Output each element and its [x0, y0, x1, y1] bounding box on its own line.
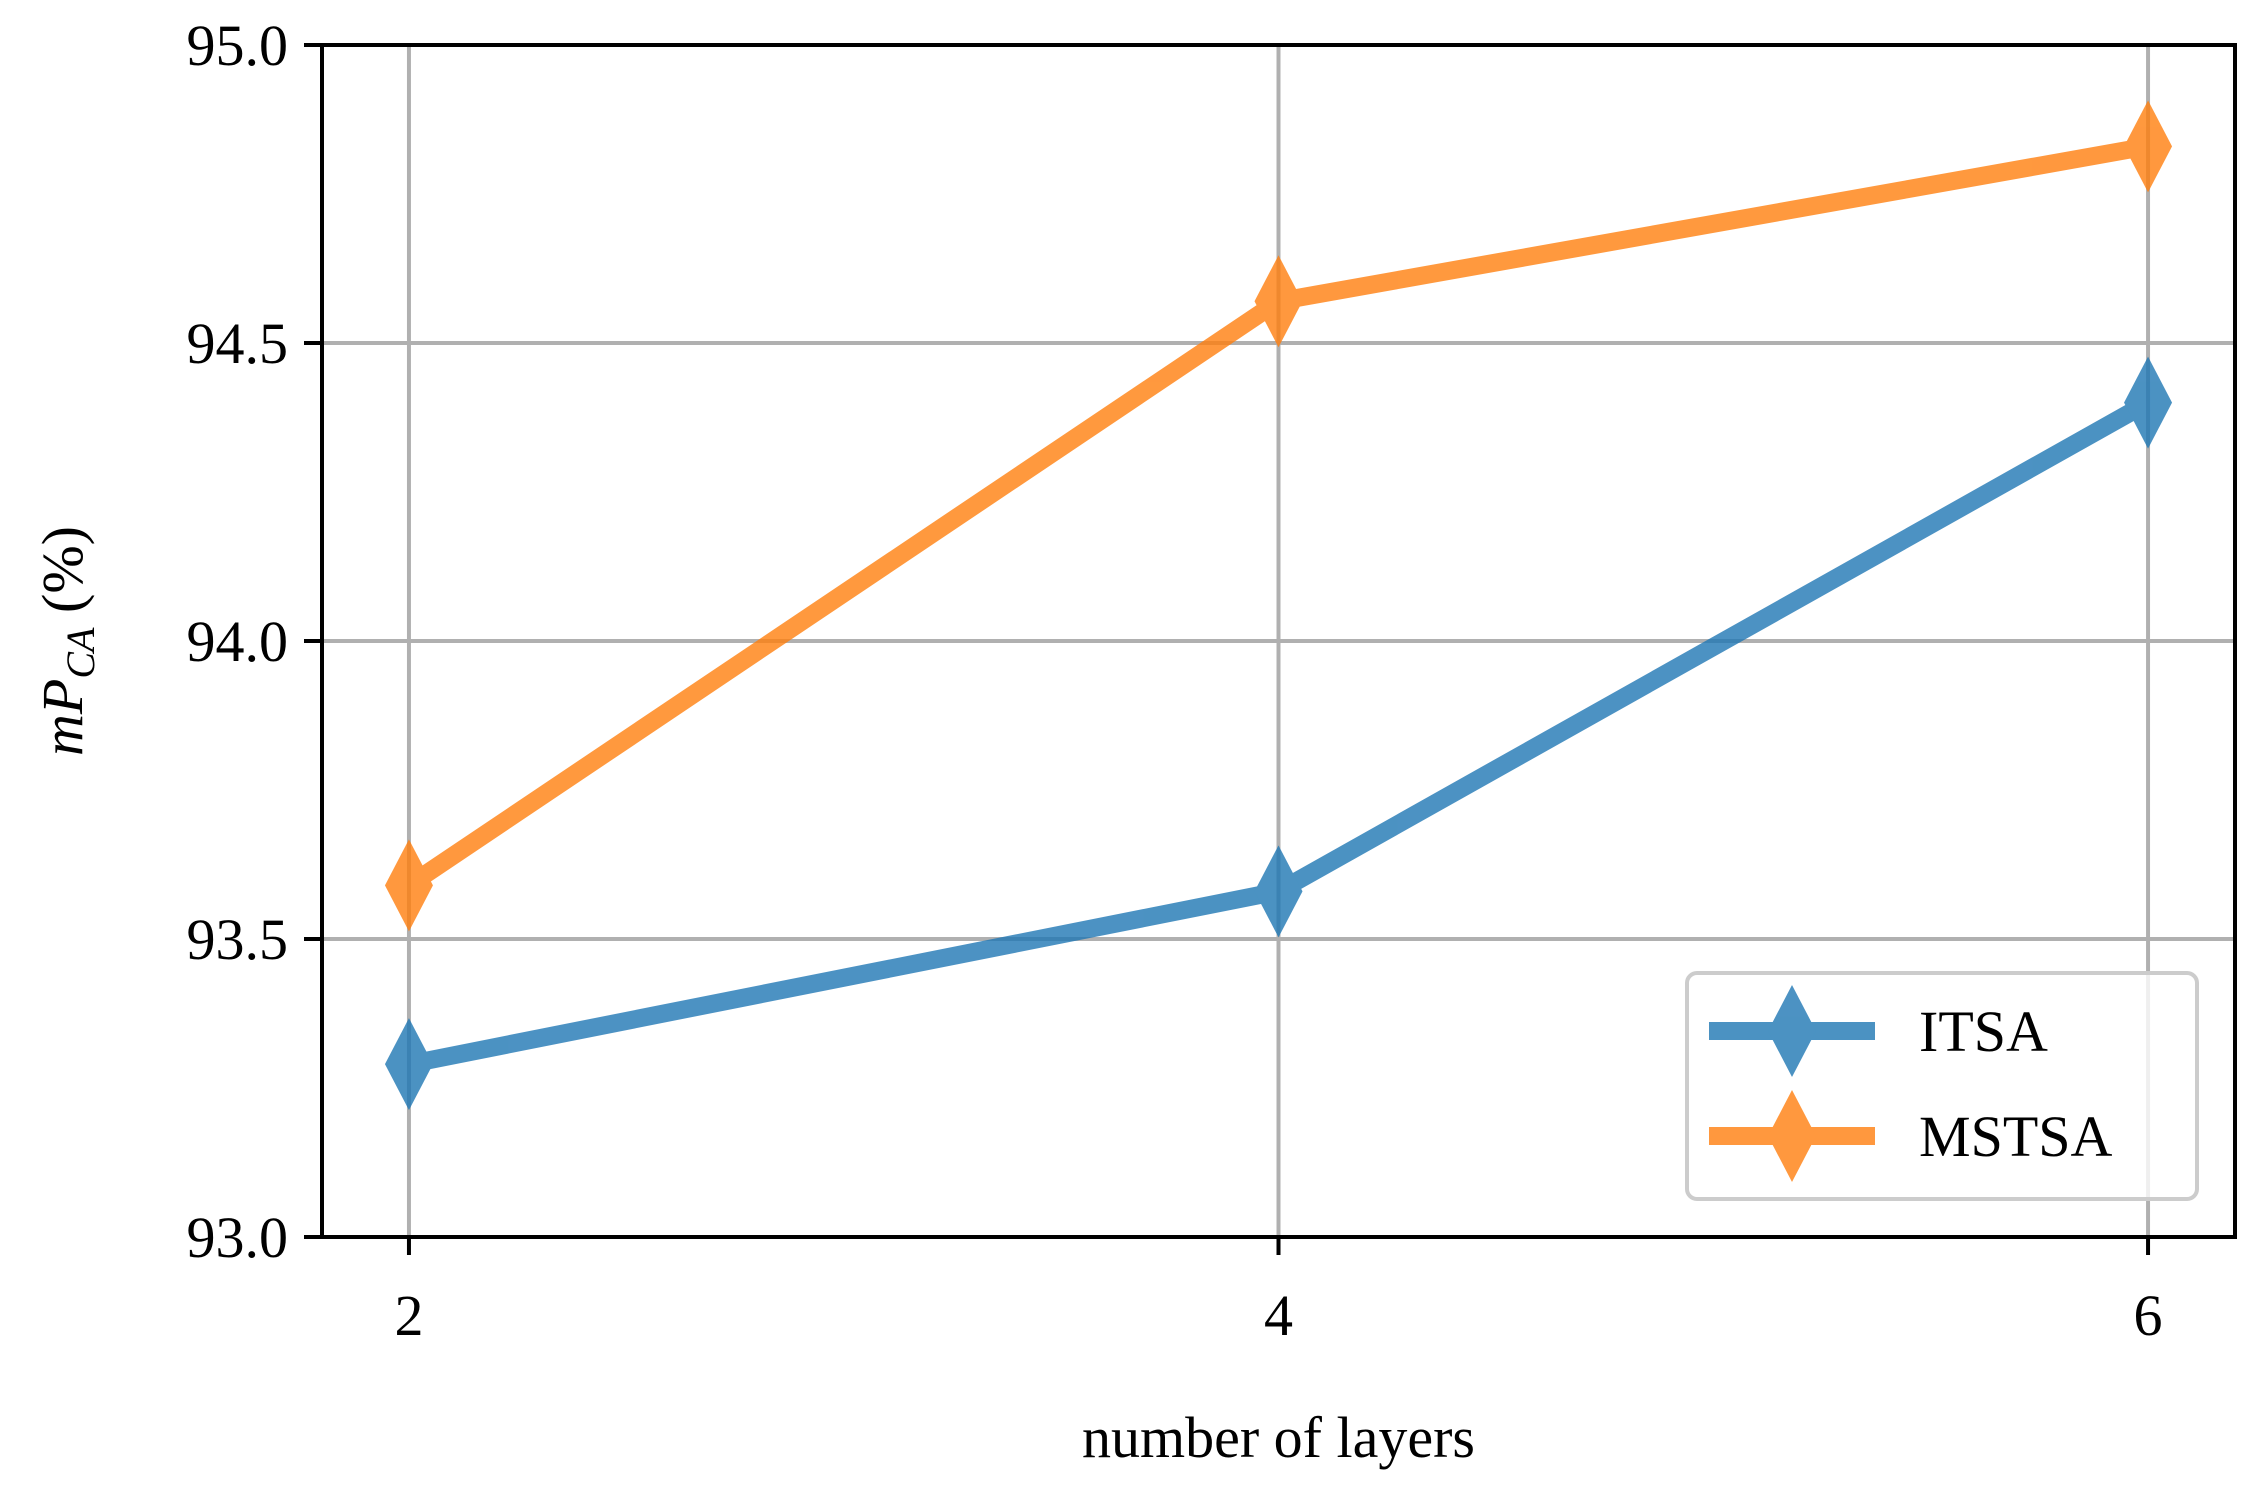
y-tick-label: 93.5	[187, 907, 289, 972]
legend-swatch	[1709, 985, 1875, 1077]
x-tick-label: 6	[2134, 1283, 2163, 1348]
y-tick-label: 93.0	[187, 1205, 289, 1270]
x-axis-label: number of layers	[1082, 1405, 1475, 1470]
data-point-marker	[1254, 255, 1303, 348]
legend-swatch	[1709, 1090, 1875, 1182]
legend-item-mstsa: MSTSA	[1709, 1090, 2113, 1182]
legend-item-itsa: ITSA	[1709, 985, 2048, 1077]
y-tick-label: 95.0	[187, 13, 289, 78]
y-axis-label-main: mP	[30, 679, 95, 756]
axis-ticks: 2 4 6 93.0 93.5 94.0 94.5 95.0	[187, 13, 2163, 1348]
legend-label: ITSA	[1919, 999, 2048, 1064]
legend-swatch-marker	[1768, 1090, 1816, 1182]
data-point-marker	[2124, 100, 2173, 193]
plot-series	[384, 100, 2173, 1111]
x-tick-label: 4	[1264, 1283, 1293, 1348]
series-itsa	[384, 356, 2173, 1111]
y-tick-label: 94.0	[187, 609, 289, 674]
y-axis-label: mPCA (%)	[30, 526, 103, 756]
data-point-marker	[1254, 845, 1303, 938]
series-mstsa	[384, 100, 2173, 932]
legend-label: MSTSA	[1919, 1104, 2113, 1169]
x-tick-label: 2	[394, 1283, 423, 1348]
y-tick-label: 94.5	[187, 311, 289, 376]
y-axis-label-unit: (%)	[30, 526, 95, 627]
legend: ITSA MSTSA	[1685, 971, 2199, 1201]
data-point-marker	[384, 1018, 433, 1111]
y-axis-label-subscript: CA	[58, 627, 103, 679]
legend-swatch-marker	[1768, 985, 1816, 1077]
data-point-marker	[384, 839, 433, 932]
data-point-marker	[2124, 356, 2173, 449]
